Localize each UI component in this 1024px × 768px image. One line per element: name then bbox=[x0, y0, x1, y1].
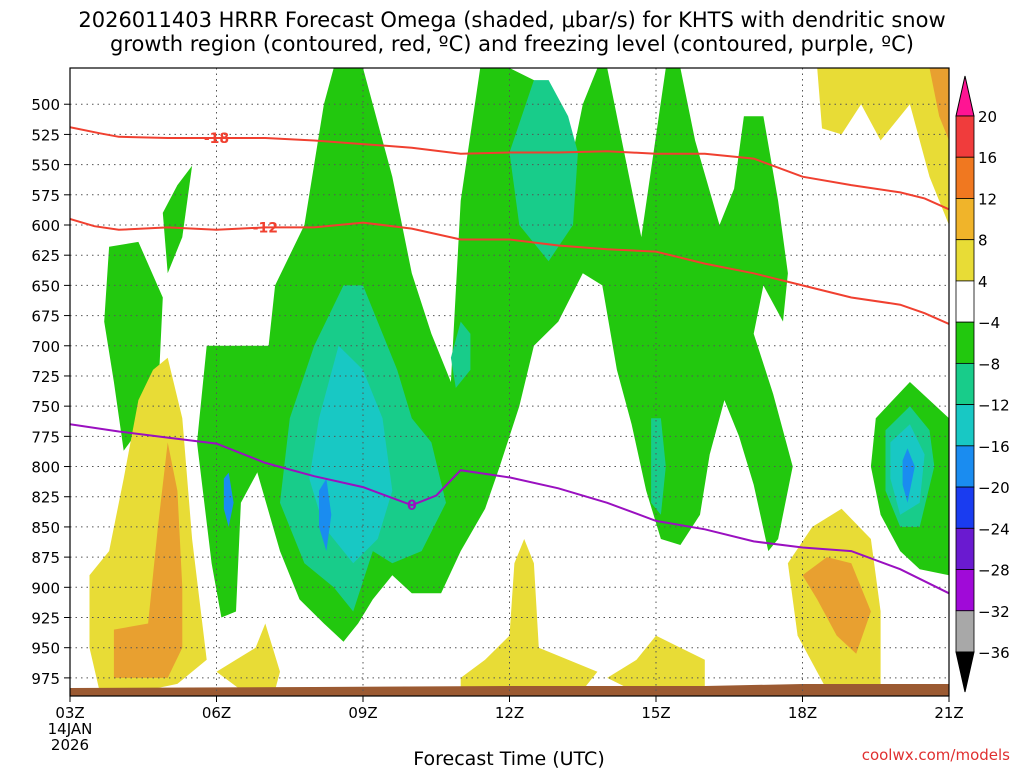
colorbar-swatch bbox=[955, 280, 975, 323]
y-tick-label: 650 bbox=[31, 277, 60, 295]
colorbar-swatch bbox=[955, 610, 975, 653]
y-tick-label: 550 bbox=[31, 157, 60, 175]
omega-region-yellow bbox=[460, 539, 598, 690]
colorbar-label: 8 bbox=[978, 232, 988, 250]
x-tick-label: 03Z bbox=[55, 704, 84, 722]
colorbar-label: −8 bbox=[978, 355, 1000, 373]
x-date-label: 2026 bbox=[51, 736, 89, 754]
colorbar-label: −32 bbox=[978, 603, 1010, 621]
contour-labels: -18 -12 0 bbox=[204, 131, 417, 514]
omega-region-yellow bbox=[216, 623, 280, 690]
colorbar-label: 16 bbox=[978, 149, 997, 167]
colorbar-swatch bbox=[955, 156, 975, 199]
y-tick-label: 925 bbox=[31, 610, 60, 628]
temperature-contours bbox=[70, 126, 949, 595]
y-tick-label: 950 bbox=[31, 640, 60, 658]
contour-line bbox=[70, 423, 949, 595]
colorbar-swatch bbox=[955, 569, 975, 612]
x-tick-label: 12Z bbox=[495, 704, 524, 722]
colorbar-swatch bbox=[955, 239, 975, 282]
credit-text: coolwx.com/models bbox=[862, 746, 1010, 764]
title-line-1: 2026011403 HRRR Forecast Omega (shaded, … bbox=[78, 8, 946, 32]
omega-region-blue bbox=[319, 478, 332, 552]
omega-region-orange bbox=[802, 557, 871, 654]
omega-region-yellow bbox=[817, 68, 949, 225]
colorbar-swatch bbox=[955, 445, 975, 488]
colorbar-swatch bbox=[955, 486, 975, 529]
omega-region-teal bbox=[450, 321, 471, 388]
colorbar-swatch bbox=[955, 115, 975, 158]
omega-region-blue bbox=[223, 472, 234, 527]
y-tick-label: 725 bbox=[31, 368, 60, 386]
colorbar-label: 12 bbox=[978, 190, 997, 208]
colorbar-label: −24 bbox=[978, 520, 1010, 538]
omega-region-orange bbox=[113, 442, 183, 678]
colorbar-top-arrow bbox=[955, 75, 975, 117]
y-tick-label: 625 bbox=[31, 247, 60, 265]
omega-region-teal bbox=[651, 418, 666, 515]
y-tick-label: 675 bbox=[31, 308, 60, 326]
y-tick-label: 975 bbox=[31, 670, 60, 688]
colorbar-label: −4 bbox=[978, 314, 1000, 332]
colorbar: 20 16 12 8 4 −4 −8 −12 −16 −20 −24 −28 −32 −36 bbox=[955, 75, 1010, 693]
x-tick-label: 21Z bbox=[934, 704, 963, 722]
y-tick-label: 800 bbox=[31, 459, 60, 477]
colorbar-label: 4 bbox=[978, 273, 988, 291]
colorbar-label: −36 bbox=[978, 644, 1010, 662]
contour-line bbox=[70, 218, 949, 325]
y-tick-label: 600 bbox=[31, 217, 60, 235]
title-line-2: growth region (contoured, red, ºC) and f… bbox=[110, 32, 914, 56]
x-date-label: 14JAN bbox=[48, 720, 93, 738]
y-tick-label: 500 bbox=[31, 96, 60, 114]
colorbar-swatch bbox=[955, 527, 975, 570]
omega-region-blue bbox=[902, 448, 915, 503]
colorbar-bottom-arrow bbox=[955, 651, 975, 693]
colorbar-label: −16 bbox=[978, 438, 1010, 456]
y-tick-label: 850 bbox=[31, 519, 60, 537]
y-tick-label: 700 bbox=[31, 338, 60, 356]
contour-label: 0 bbox=[407, 498, 417, 514]
y-tick-label: 825 bbox=[31, 489, 60, 507]
x-axis-label: Forecast Time (UTC) bbox=[413, 748, 604, 768]
x-tick-label: 09Z bbox=[348, 704, 377, 722]
colorbar-label: −12 bbox=[978, 397, 1010, 415]
x-tick-label: 18Z bbox=[788, 704, 817, 722]
colorbar-label: 20 bbox=[978, 108, 997, 126]
omega-region-teal bbox=[509, 80, 578, 262]
colorbar-swatch bbox=[955, 198, 975, 241]
x-tick-label: 06Z bbox=[202, 704, 231, 722]
y-tick-label: 575 bbox=[31, 187, 60, 205]
omega-region-green bbox=[162, 165, 193, 274]
omega-shading bbox=[89, 68, 949, 690]
y-axis: 500 525 550 575 600 625 650 675 700 725 750 775 800 8… bbox=[31, 96, 70, 688]
y-tick-label: 525 bbox=[31, 126, 60, 144]
x-tick-label: 15Z bbox=[641, 704, 670, 722]
omega-region-green bbox=[197, 345, 280, 618]
grid-lines bbox=[70, 68, 949, 696]
colorbar-label: −28 bbox=[978, 562, 1010, 580]
y-tick-label: 875 bbox=[31, 549, 60, 567]
chart-title: 2026011403 HRRR Forecast Omega (shaded, … bbox=[0, 8, 1024, 56]
contour-line bbox=[70, 126, 949, 211]
colorbar-swatch bbox=[955, 321, 975, 364]
colorbar-label: −20 bbox=[978, 479, 1010, 497]
contour-label: -12 bbox=[253, 220, 278, 236]
colorbar-swatch bbox=[955, 362, 975, 406]
y-tick-label: 900 bbox=[31, 579, 60, 597]
colorbar-swatch bbox=[955, 404, 975, 447]
y-tick-label: 775 bbox=[31, 428, 60, 446]
contour-label: -18 bbox=[204, 131, 229, 147]
y-tick-label: 750 bbox=[31, 398, 60, 416]
